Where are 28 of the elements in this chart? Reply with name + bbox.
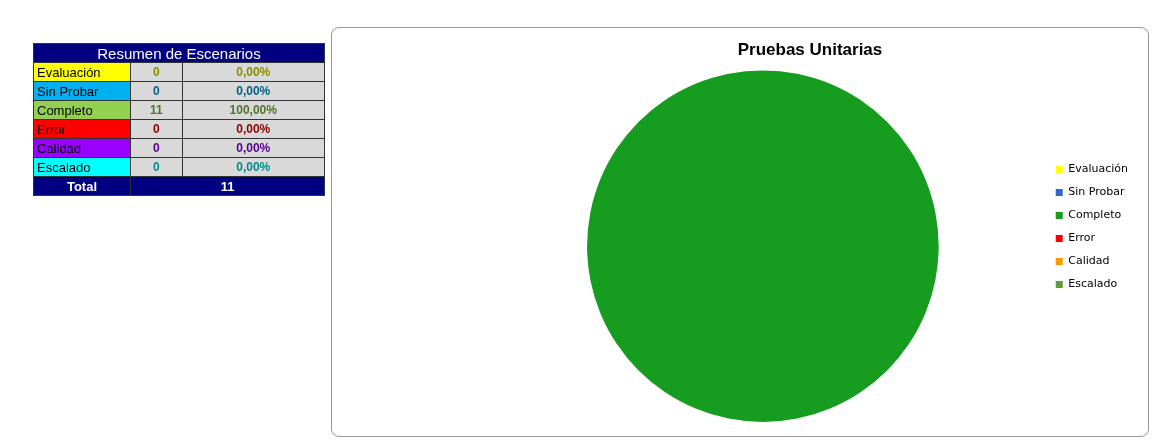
category-label: Error [33,119,131,139]
text: 0,00% [182,157,325,177]
legend-label: Evaluación [1068,162,1129,176]
category-label: Escalado [33,157,131,177]
text: Resumen de Escenarios [33,43,325,63]
text: 0 [130,62,183,82]
legend-label: Calidad [1068,254,1110,268]
category-label: Evaluación [33,62,131,82]
legend-label: Error [1068,231,1096,245]
legend-label: Sin Probar [1068,185,1125,199]
category-label: Sin Probar [33,81,131,101]
text: 0 [130,81,183,101]
text: 0,00% [182,119,325,139]
chart-title: Pruebas Unitarias [737,39,883,59]
text: 0 [130,138,183,158]
text: 0 [130,157,183,177]
text: 0,00% [182,81,325,101]
legend-label: Completo [1068,208,1122,222]
text: 0 [130,119,183,139]
text: 100,00% [182,100,325,120]
text: Total [33,176,131,196]
text: 11 [130,176,325,196]
category-label: Completo [33,100,131,120]
text: 0,00% [182,138,325,158]
category-label: Calidad [33,138,131,158]
text: 0,00% [182,62,325,82]
text: 11 [130,100,183,120]
legend-label: Escalado [1068,277,1118,291]
